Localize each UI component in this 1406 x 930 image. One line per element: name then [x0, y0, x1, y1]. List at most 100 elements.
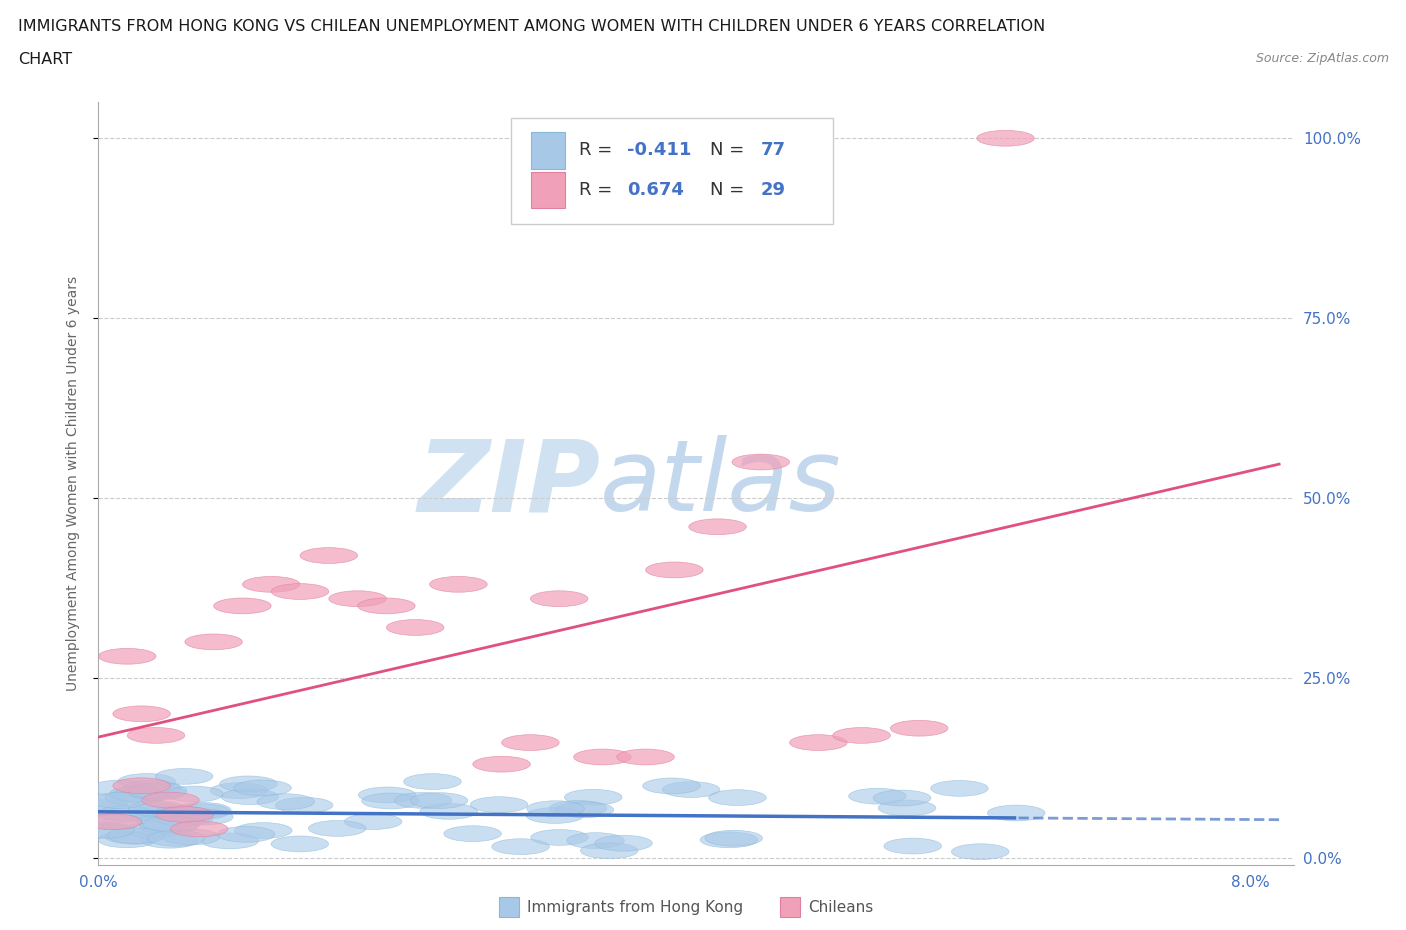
- Ellipse shape: [112, 777, 170, 793]
- Ellipse shape: [492, 839, 550, 855]
- Ellipse shape: [242, 577, 299, 592]
- Text: 0.674: 0.674: [627, 181, 683, 199]
- Ellipse shape: [404, 774, 461, 790]
- Ellipse shape: [128, 803, 186, 818]
- Ellipse shape: [124, 780, 181, 796]
- Ellipse shape: [142, 792, 200, 808]
- Text: 29: 29: [761, 181, 786, 199]
- Ellipse shape: [526, 807, 583, 823]
- Ellipse shape: [90, 792, 148, 808]
- FancyBboxPatch shape: [780, 897, 800, 917]
- Text: ZIP: ZIP: [418, 435, 600, 532]
- Ellipse shape: [129, 783, 187, 799]
- Ellipse shape: [156, 810, 214, 826]
- Ellipse shape: [595, 835, 652, 851]
- Ellipse shape: [564, 790, 621, 805]
- Ellipse shape: [394, 792, 451, 808]
- Ellipse shape: [581, 843, 638, 858]
- Ellipse shape: [530, 591, 588, 606]
- Ellipse shape: [444, 826, 502, 842]
- Ellipse shape: [110, 786, 167, 802]
- Ellipse shape: [987, 805, 1045, 821]
- Ellipse shape: [271, 836, 329, 852]
- Ellipse shape: [219, 776, 277, 791]
- Y-axis label: Unemployment Among Women with Children Under 6 years: Unemployment Among Women with Children U…: [66, 276, 80, 691]
- Ellipse shape: [98, 648, 156, 664]
- Ellipse shape: [700, 832, 758, 848]
- Ellipse shape: [155, 768, 212, 784]
- Ellipse shape: [141, 832, 198, 848]
- Ellipse shape: [643, 778, 700, 794]
- Text: N =: N =: [710, 181, 751, 199]
- Ellipse shape: [233, 780, 291, 796]
- Ellipse shape: [128, 784, 186, 800]
- Ellipse shape: [184, 634, 242, 650]
- Ellipse shape: [471, 797, 529, 813]
- Ellipse shape: [221, 789, 278, 804]
- Ellipse shape: [214, 598, 271, 614]
- Ellipse shape: [527, 801, 585, 817]
- Ellipse shape: [76, 822, 134, 838]
- Ellipse shape: [271, 584, 329, 600]
- FancyBboxPatch shape: [531, 172, 565, 208]
- Ellipse shape: [110, 788, 167, 804]
- Ellipse shape: [172, 804, 229, 819]
- Text: Source: ZipAtlas.com: Source: ZipAtlas.com: [1256, 52, 1389, 65]
- Ellipse shape: [689, 519, 747, 535]
- Ellipse shape: [91, 780, 149, 796]
- Ellipse shape: [105, 829, 162, 844]
- Ellipse shape: [890, 721, 948, 737]
- Ellipse shape: [952, 844, 1010, 859]
- Text: R =: R =: [579, 141, 617, 159]
- Ellipse shape: [112, 706, 170, 722]
- Ellipse shape: [235, 823, 292, 839]
- FancyBboxPatch shape: [499, 897, 519, 917]
- Ellipse shape: [127, 727, 184, 743]
- Ellipse shape: [567, 832, 624, 848]
- Ellipse shape: [617, 749, 675, 764]
- Ellipse shape: [97, 806, 155, 822]
- Ellipse shape: [139, 818, 197, 834]
- Ellipse shape: [84, 814, 142, 830]
- Ellipse shape: [361, 793, 419, 809]
- Ellipse shape: [299, 548, 357, 564]
- Ellipse shape: [308, 820, 366, 836]
- FancyBboxPatch shape: [510, 117, 834, 224]
- Ellipse shape: [574, 749, 631, 764]
- Ellipse shape: [136, 815, 194, 830]
- Ellipse shape: [166, 786, 224, 802]
- Ellipse shape: [645, 562, 703, 578]
- Ellipse shape: [70, 795, 128, 811]
- Ellipse shape: [72, 800, 129, 816]
- Ellipse shape: [276, 797, 333, 813]
- Ellipse shape: [550, 801, 607, 817]
- Ellipse shape: [387, 619, 444, 635]
- Ellipse shape: [704, 830, 762, 846]
- Ellipse shape: [107, 828, 165, 844]
- Ellipse shape: [129, 806, 187, 822]
- Ellipse shape: [173, 803, 231, 818]
- Ellipse shape: [84, 814, 142, 830]
- Ellipse shape: [217, 827, 274, 843]
- Ellipse shape: [148, 830, 205, 846]
- Ellipse shape: [502, 735, 560, 751]
- Ellipse shape: [472, 756, 530, 772]
- Ellipse shape: [344, 814, 402, 830]
- Ellipse shape: [832, 727, 890, 743]
- Ellipse shape: [430, 577, 488, 592]
- Text: 77: 77: [761, 141, 786, 159]
- Ellipse shape: [170, 821, 228, 837]
- Ellipse shape: [142, 816, 200, 831]
- Ellipse shape: [98, 832, 156, 848]
- FancyBboxPatch shape: [531, 132, 565, 168]
- Ellipse shape: [849, 789, 907, 804]
- Ellipse shape: [359, 787, 416, 803]
- Ellipse shape: [662, 781, 720, 798]
- Ellipse shape: [211, 783, 269, 799]
- Ellipse shape: [879, 800, 936, 816]
- Ellipse shape: [201, 833, 259, 849]
- Text: R =: R =: [579, 181, 617, 199]
- Text: Chileans: Chileans: [808, 900, 873, 915]
- Ellipse shape: [357, 598, 415, 614]
- Ellipse shape: [128, 801, 186, 817]
